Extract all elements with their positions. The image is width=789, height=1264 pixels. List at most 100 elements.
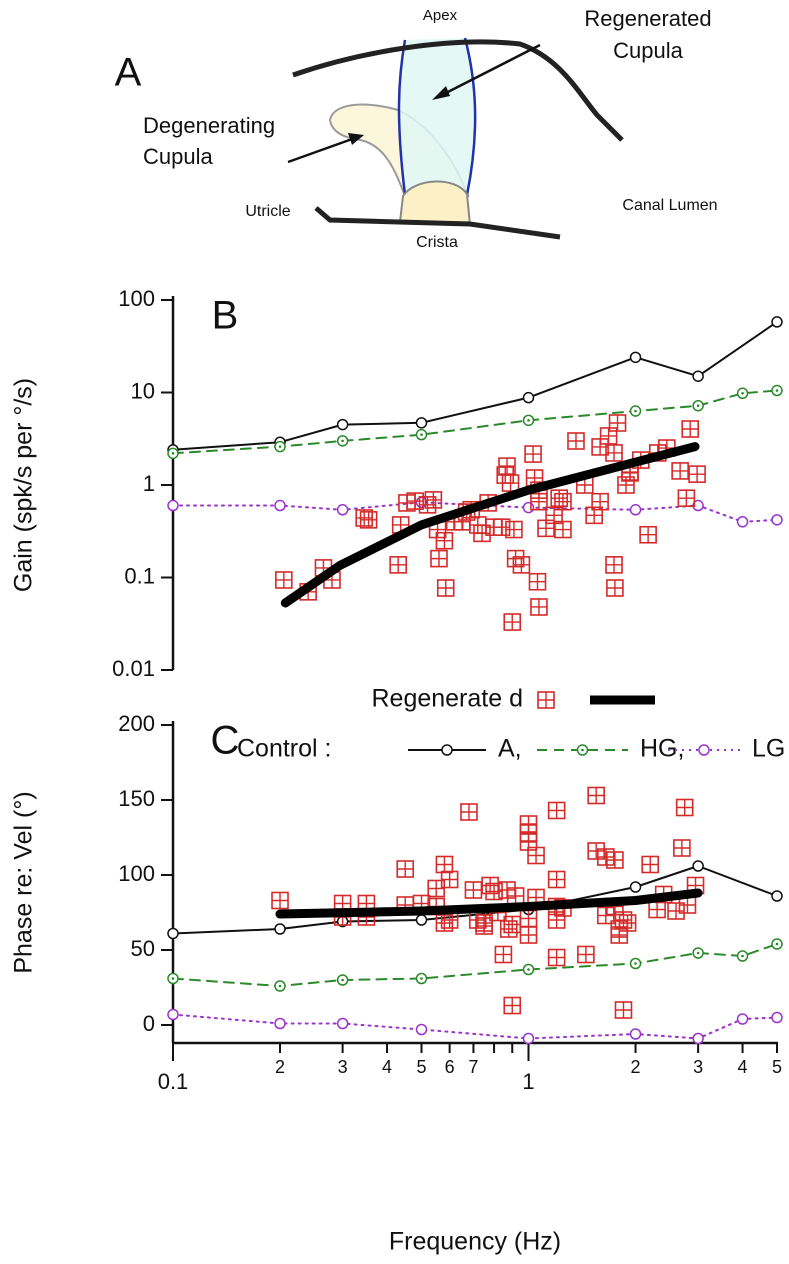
degenerating-label: Cupula <box>143 144 213 169</box>
marker-dot <box>741 954 744 958</box>
marker-cross <box>504 614 521 631</box>
marker <box>692 399 704 412</box>
marker-circle <box>167 927 179 940</box>
marker-cross <box>499 458 516 475</box>
marker-circle <box>771 316 783 328</box>
panel-letter: A <box>115 51 142 95</box>
panel-letter: B <box>212 294 239 338</box>
scatter-point <box>435 531 454 550</box>
marker <box>736 387 749 400</box>
scatter-point <box>577 945 595 964</box>
marker-circle <box>415 417 428 429</box>
scatter-point <box>605 444 623 462</box>
marker-cross <box>425 491 442 508</box>
marker-cross <box>678 490 695 507</box>
marker <box>736 1013 749 1025</box>
marker-cross <box>530 493 547 510</box>
marker-circle <box>771 1011 783 1024</box>
marker-cross <box>441 871 458 888</box>
scatter-point <box>547 870 566 889</box>
marker <box>629 405 642 417</box>
marker-cross <box>493 519 510 536</box>
marker <box>522 414 535 427</box>
scatter-point <box>430 549 448 568</box>
marker-circle <box>629 351 642 364</box>
marker <box>629 351 642 364</box>
marker-dot <box>420 977 423 980</box>
marker <box>167 499 179 512</box>
scatter-point <box>618 914 637 932</box>
marker-circle <box>167 499 179 512</box>
marker <box>576 744 589 756</box>
scatter-point <box>473 524 491 543</box>
marker-cross <box>513 556 530 573</box>
marker-circle <box>629 1028 642 1040</box>
scatter-point <box>436 579 455 597</box>
marker-dot <box>775 389 779 392</box>
scatter-point <box>554 492 572 511</box>
marker-circle <box>771 514 783 526</box>
scatter-point <box>550 489 569 507</box>
canal-floor <box>314 206 561 240</box>
marker-cross <box>600 427 617 444</box>
scatter-point <box>671 462 689 480</box>
scatter-point <box>389 556 408 574</box>
marker-dot <box>171 452 175 455</box>
regenerated-label: Cupula <box>613 38 683 63</box>
marker <box>736 516 749 528</box>
marker <box>629 881 642 893</box>
arrow <box>287 136 356 164</box>
marker-circle <box>336 504 349 516</box>
scatter-point <box>475 917 493 935</box>
marker-circle <box>692 370 704 382</box>
utricle-label: Utricle <box>245 203 290 220</box>
scatter-point <box>605 556 623 574</box>
marker <box>336 504 349 516</box>
x-tick-label: 4 <box>382 1057 392 1077</box>
scatter-point <box>498 457 516 475</box>
scatter-point <box>648 900 666 919</box>
scatter-point <box>505 520 523 539</box>
marker-dot <box>278 445 282 448</box>
marker-cross <box>525 446 542 463</box>
scatter-point <box>503 613 522 631</box>
marker-cross <box>606 580 623 596</box>
scatter-point <box>587 786 605 805</box>
scatter-point <box>587 842 605 860</box>
legend-label: Regenerate d <box>371 685 523 713</box>
fit-line <box>280 442 700 608</box>
scatter-point <box>547 911 566 929</box>
arrow-head <box>432 86 450 100</box>
marker-circle <box>274 923 286 935</box>
crista-label: Crista <box>416 234 458 251</box>
x-tick-label: 7 <box>468 1057 478 1077</box>
marker-cross <box>649 901 666 918</box>
marker-dot <box>341 439 344 443</box>
scatter-point <box>597 906 615 925</box>
marker-cross <box>679 897 696 913</box>
regenerated-label: Regenerated <box>584 6 711 31</box>
scatter-point <box>673 839 691 857</box>
marker <box>167 972 179 985</box>
series-line <box>172 1013 778 1040</box>
marker <box>274 980 286 992</box>
scatter-point <box>597 848 615 866</box>
marker <box>692 947 704 959</box>
marker-cross <box>548 802 565 819</box>
scatter-point <box>667 902 685 920</box>
cupula-edge <box>397 39 407 196</box>
marker-cross <box>609 415 626 432</box>
scatter-point <box>271 891 289 910</box>
marker-dot <box>527 419 530 422</box>
series-line <box>172 943 778 987</box>
scatter-point <box>460 803 478 821</box>
marker <box>274 923 286 935</box>
scatter-point <box>464 881 483 899</box>
marker-cross <box>606 444 623 461</box>
marker-cross <box>520 927 537 943</box>
marker <box>274 499 286 512</box>
diagram: A Apex Regenerated Cupula Degenerating C… <box>115 6 718 251</box>
marker <box>274 440 286 453</box>
legend-title: Control : <box>237 735 331 763</box>
apex-label: Apex <box>423 7 458 24</box>
